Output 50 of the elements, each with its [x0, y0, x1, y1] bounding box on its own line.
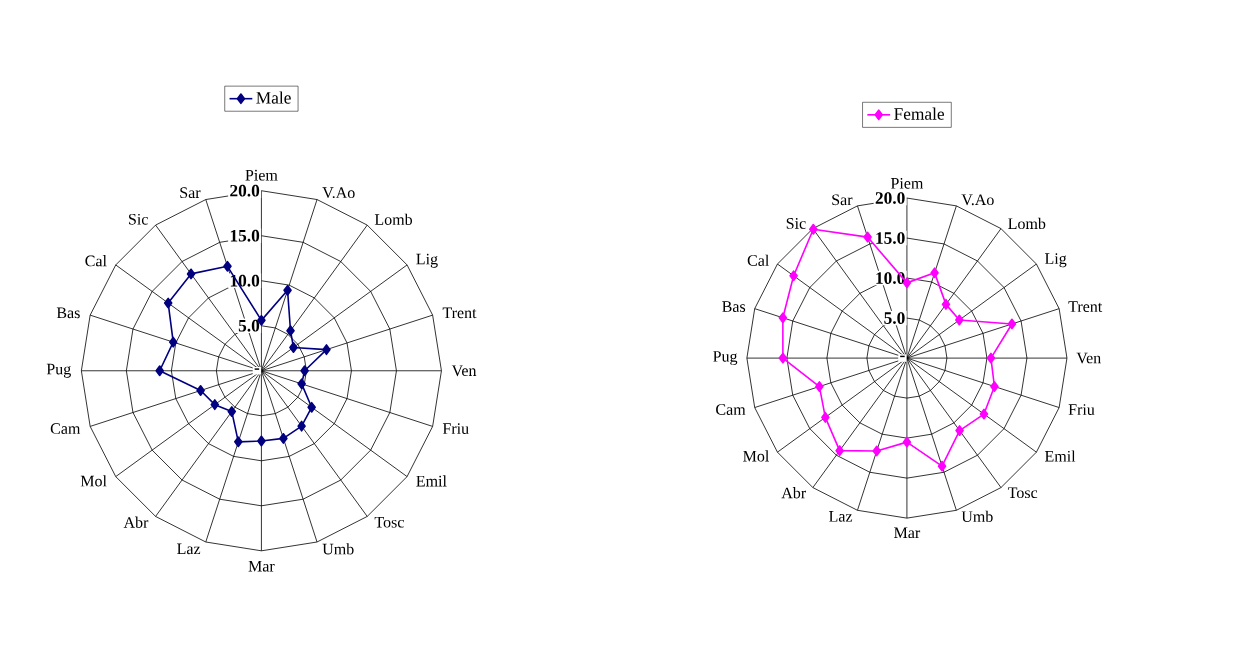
spoke-label: Cal — [747, 254, 770, 266]
spoke-label: Abr — [781, 487, 807, 499]
spoke-label: Laz — [829, 511, 853, 522]
y-tick-label: - — [900, 355, 905, 358]
spoke-label: Pug — [46, 363, 71, 378]
legend-label: Male — [256, 91, 291, 104]
spoke-label: Friu — [442, 423, 469, 435]
spoke-label: Pug — [713, 351, 738, 366]
spoke-label: Lig — [1044, 253, 1067, 268]
spoke-label: Sic — [129, 213, 148, 225]
y-tick-label: 20.0 — [875, 192, 905, 205]
y-tick-label: 5.0 — [884, 312, 905, 325]
spoke-label: Bas — [722, 301, 746, 313]
spoke-label: Emil — [1044, 450, 1076, 462]
y-tick-label: 20.0 — [230, 184, 260, 197]
spoke-label: Mar — [248, 561, 275, 572]
spoke-label: Trent — [1068, 301, 1103, 313]
spoke-label: V.Ao — [322, 187, 355, 199]
y-tick-label: 5.0 — [238, 319, 260, 332]
spoke-label: Sic — [786, 218, 806, 229]
spoke-label: Mol — [80, 475, 107, 487]
y-tick-label: 15.0 — [230, 229, 260, 242]
spoke-label: Cal — [85, 255, 107, 267]
spoke-label: Trent — [442, 307, 477, 319]
spoke-label: Lomb — [1008, 217, 1046, 230]
spoke-label: Sar — [180, 187, 201, 199]
spoke-label: V.Ao — [961, 194, 994, 206]
spoke-label: Piem — [245, 169, 278, 181]
legend-label: Female — [894, 107, 945, 120]
spoke-label: Cam — [50, 423, 81, 435]
spoke-label: Ven — [451, 365, 477, 377]
spoke-label: Umb — [961, 510, 993, 523]
spoke-label: Lomb — [374, 213, 413, 225]
spoke-label: Laz — [177, 543, 201, 555]
spoke-label: Lig — [416, 253, 438, 268]
spoke-label: Emil — [416, 475, 447, 487]
spoke-label: Cam — [716, 404, 746, 415]
spoke-label: Tosc — [1007, 487, 1038, 499]
spoke-label: Piem — [890, 178, 924, 189]
spoke-label: Sar — [832, 194, 853, 206]
spoke-label: Umb — [322, 543, 354, 555]
y-tick-label: 15.0 — [876, 232, 905, 245]
spoke-label: Ven — [1076, 352, 1101, 364]
spoke-label: Friu — [1068, 404, 1095, 415]
spoke-label: Mol — [743, 450, 769, 462]
spoke-label: Abr — [123, 516, 149, 528]
spoke-label: Mar — [894, 527, 921, 539]
spoke-label: Tosc — [374, 517, 404, 528]
spoke-label: Bas — [56, 307, 80, 319]
y-tick-label: - — [254, 368, 260, 370]
